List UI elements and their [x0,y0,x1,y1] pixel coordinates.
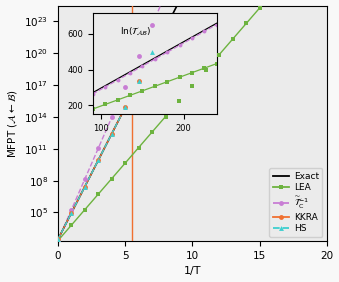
Legend: Exact, LEA, $\widetilde{\mathcal{T}}_\mathrm{C}^{-1}$, KKRA, HS: Exact, LEA, $\widetilde{\mathcal{T}}_\ma… [269,168,322,237]
X-axis label: 1/T: 1/T [184,266,201,276]
Y-axis label: MFPT ($\mathcal{A} \leftarrow \mathcal{B}$): MFPT ($\mathcal{A} \leftarrow \mathcal{B… [5,89,19,158]
